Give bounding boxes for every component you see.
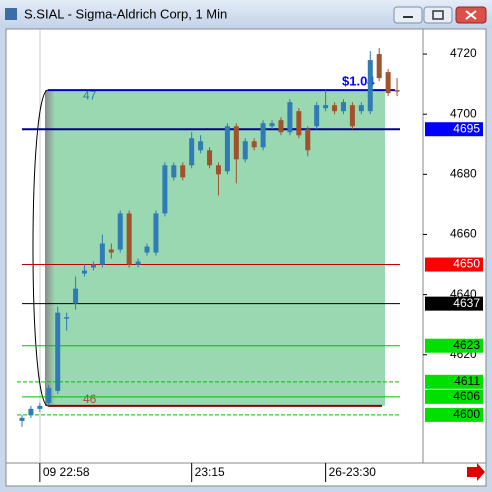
range-box: [45, 90, 385, 406]
candle-body: [19, 417, 25, 421]
candle-body: [198, 141, 204, 151]
candle-body: [90, 264, 96, 268]
maximize-button[interactable]: [423, 6, 453, 24]
scroll-arrow[interactable]: [467, 463, 485, 481]
candle-body: [260, 123, 266, 148]
candle-body: [224, 126, 230, 172]
y-tick-label: 4660: [450, 227, 477, 241]
candle-body: [64, 317, 70, 319]
y-tick-label: 4680: [450, 167, 477, 181]
candle-body: [251, 141, 257, 148]
candle-body: [394, 90, 400, 92]
price-tag-label: 4600: [453, 407, 480, 421]
y-tick-label: 4720: [450, 46, 477, 60]
candle-body: [144, 246, 150, 253]
candle-body: [323, 105, 329, 109]
range-bottom-label: 46: [83, 392, 97, 406]
candle-body: [37, 405, 43, 409]
candle-body: [367, 60, 373, 112]
candle-body: [55, 312, 61, 391]
price-tag-label: 4695: [453, 121, 480, 135]
candle-body: [215, 165, 221, 175]
candle-body: [296, 111, 302, 136]
price-tag: [425, 338, 483, 353]
window-icon: [5, 8, 17, 20]
candle-body: [28, 408, 34, 415]
candle-body: [189, 138, 195, 166]
candle-body: [126, 213, 132, 265]
candle-body: [305, 129, 311, 151]
candle-body: [117, 213, 123, 250]
price-tag-label: 4650: [453, 257, 480, 271]
candle-body: [278, 120, 284, 133]
candle-body: [340, 102, 346, 112]
price-tag: [425, 407, 483, 422]
candle-body: [385, 72, 391, 94]
candle-body: [99, 243, 105, 265]
y-tick-label: 4700: [450, 106, 477, 120]
candle-body: [332, 105, 338, 112]
candle-body: [314, 105, 320, 127]
candle-body: [207, 150, 213, 166]
price-tag: [425, 374, 483, 389]
candle-body: [46, 387, 52, 403]
candle-body: [82, 270, 88, 274]
candle-body: [233, 126, 239, 160]
maximize-icon: [432, 10, 444, 20]
price-tag-label: 4637: [453, 296, 480, 310]
candle-body: [73, 288, 79, 304]
candle-body: [171, 165, 177, 178]
x-tick-label: 09 22:58: [43, 465, 90, 479]
price-tag: [425, 257, 483, 272]
candle-body: [358, 105, 364, 112]
minimize-button[interactable]: [393, 6, 423, 24]
range-top-label: 47: [83, 88, 97, 102]
x-tick-label: 26-23:30: [329, 465, 377, 479]
close-icon: [465, 10, 477, 20]
candle-body: [349, 105, 355, 127]
candle-body: [269, 123, 275, 127]
candle-body: [376, 54, 382, 79]
candle-body: [287, 102, 293, 133]
candle-body: [180, 165, 186, 178]
price-tag: [425, 122, 483, 137]
price-tag-label: 4611: [454, 374, 480, 388]
x-tick-label: 23:15: [195, 465, 225, 479]
candle-body: [242, 141, 248, 160]
candle-body: [135, 261, 141, 265]
price-tag-label: 4623: [453, 338, 480, 352]
candle-body: [153, 213, 159, 253]
price-tag: [425, 296, 483, 311]
range-bracket: [32, 89, 49, 407]
window-title: S.SIAL - Sigma-Aldrich Corp, 1 Min: [24, 6, 227, 21]
price-tag: [425, 389, 483, 404]
candle-body: [162, 165, 168, 214]
range-note: $1.04: [342, 74, 375, 89]
price-tag-label: 4606: [453, 389, 480, 403]
range-shadow: [45, 90, 55, 406]
candle-body: [108, 249, 114, 253]
